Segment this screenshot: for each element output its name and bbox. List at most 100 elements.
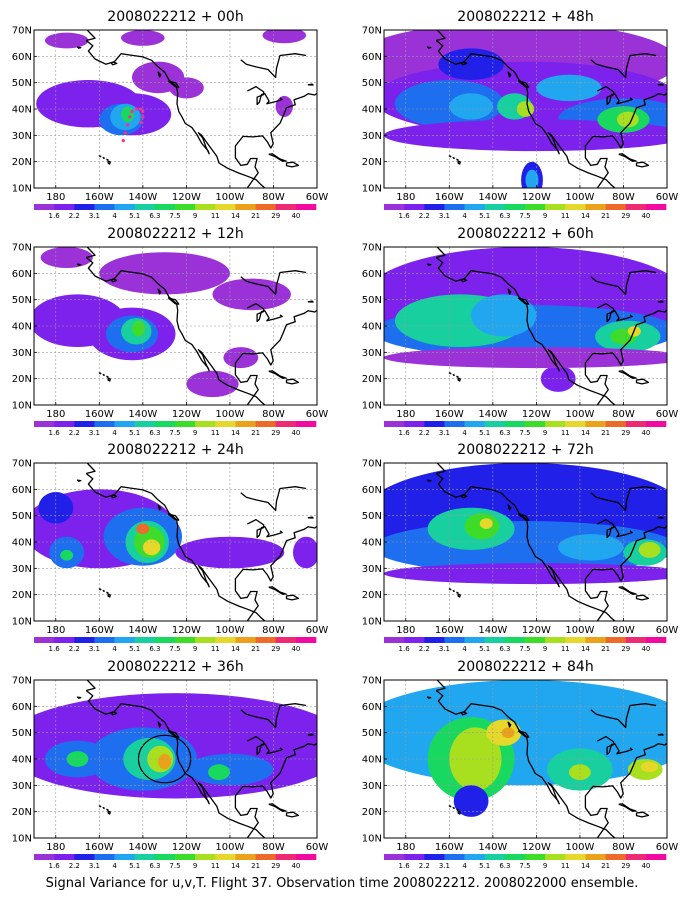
y-tick-label: 60N xyxy=(362,485,382,496)
island xyxy=(285,161,300,168)
colorbar-label: 29 xyxy=(621,862,630,870)
colorbar-swatch xyxy=(94,421,115,427)
island xyxy=(426,46,432,49)
colorbar-label: 4 xyxy=(112,862,117,870)
island xyxy=(457,377,461,382)
colorbar-label: 5.1 xyxy=(479,212,490,220)
colorbar-label: 29 xyxy=(621,645,630,653)
island xyxy=(507,504,512,511)
colorbar-label: 1.6 xyxy=(399,212,411,220)
island xyxy=(318,296,333,307)
colorbar: 1.6 2.2 3.1 4 5.1 6.3 7.5 9 11 14 21 29 40 xyxy=(34,854,317,870)
colorbar-swatch xyxy=(384,204,405,210)
island xyxy=(657,83,664,86)
island xyxy=(668,512,683,523)
coastline-west xyxy=(85,39,266,188)
x-tick-label: 120W xyxy=(522,409,551,420)
flight-track-point xyxy=(139,120,143,124)
colorbar-label: 40 xyxy=(641,212,650,220)
x-tick-label: 100W xyxy=(565,842,594,853)
y-tick-label: 30N xyxy=(12,564,32,575)
x-tick-label: 180 xyxy=(46,842,65,853)
colorbar-swatch xyxy=(235,637,256,643)
colorbar-swatch xyxy=(94,637,115,643)
panel-title: 2008022212 + 00h xyxy=(107,9,243,25)
colorbar-label: 5.1 xyxy=(479,645,490,653)
coastline-west xyxy=(435,39,616,188)
hudson-bay xyxy=(240,270,307,296)
x-tick-label: 180 xyxy=(396,409,415,420)
island xyxy=(107,377,111,382)
x-tick-label: 60W xyxy=(656,409,679,420)
coastline-east xyxy=(234,525,317,621)
x-tick-label: 120W xyxy=(522,625,551,636)
colorbar-label: 2.2 xyxy=(419,429,430,437)
colorbar-label: 7.5 xyxy=(519,429,530,437)
variance-contour xyxy=(540,365,576,392)
y-tick-label: 70N xyxy=(12,459,32,470)
colorbar-label: 21 xyxy=(251,645,260,653)
island xyxy=(76,696,82,699)
colorbar-swatch xyxy=(295,637,317,643)
x-tick-label: 160W xyxy=(435,625,464,636)
island xyxy=(318,79,333,90)
island xyxy=(285,811,300,818)
island xyxy=(668,79,683,90)
y-tick-label: 40N xyxy=(12,755,32,766)
x-tick-label: 160W xyxy=(435,192,464,203)
x-tick-label: 120W xyxy=(172,192,201,203)
colorbar-swatch xyxy=(424,204,445,210)
x-tick-label: 140W xyxy=(478,409,507,420)
y-tick-label: 40N xyxy=(12,322,32,333)
colorbar-label: 5.1 xyxy=(129,212,140,220)
colorbar: 1.6 2.2 3.1 4 5.1 6.3 7.5 9 11 14 21 29 40 xyxy=(384,421,667,437)
colorbar-swatch xyxy=(585,854,606,860)
island xyxy=(657,300,664,303)
colorbar-swatch xyxy=(134,204,156,210)
island xyxy=(635,594,650,601)
island xyxy=(668,729,683,740)
colorbar-label: 7.5 xyxy=(169,212,180,220)
coastline-west xyxy=(435,256,616,405)
colorbar-label: 4 xyxy=(462,429,467,437)
island xyxy=(106,375,109,378)
x-tick-label: 100W xyxy=(215,842,244,853)
colorbar-swatch xyxy=(585,421,606,427)
colorbar-label: 11 xyxy=(211,862,220,870)
colorbar-label: 14 xyxy=(231,862,240,870)
colorbar-label: 14 xyxy=(231,212,240,220)
colorbar-swatch xyxy=(54,421,75,427)
map-panel: 2008022212 + 72h 10N 20N 30N 40N 50N 60N 70N 180… xyxy=(362,442,683,653)
colorbar-swatch xyxy=(74,421,95,427)
colorbar-swatch xyxy=(504,637,526,643)
y-tick-label: 70N xyxy=(12,243,32,254)
colorbar-swatch xyxy=(275,854,297,860)
colorbar-label: 21 xyxy=(601,212,610,220)
colorbar-swatch xyxy=(175,421,196,427)
colorbar-swatch xyxy=(235,204,256,210)
y-tick-label: 50N xyxy=(362,78,382,89)
great-lakes xyxy=(247,85,283,106)
x-tick-label: 80W xyxy=(262,625,285,636)
coastline-east xyxy=(234,309,317,405)
hudson-bay xyxy=(240,486,307,512)
colorbar-label: 7.5 xyxy=(169,429,180,437)
colorbar-swatch xyxy=(215,421,236,427)
y-tick-label: 60N xyxy=(12,702,32,713)
y-tick-label: 10N xyxy=(362,834,382,845)
island xyxy=(98,155,102,158)
colorbar-label: 4 xyxy=(112,645,117,653)
panel-title: 2008022212 + 84h xyxy=(457,659,593,675)
panel-title: 2008022212 + 12h xyxy=(107,226,243,242)
island xyxy=(107,810,111,815)
colorbar-label: 3.1 xyxy=(439,645,450,653)
variance-contour xyxy=(158,753,172,770)
colorbar-swatch xyxy=(565,421,586,427)
island xyxy=(285,378,300,385)
island xyxy=(456,808,459,811)
colorbar-swatch xyxy=(444,854,465,860)
island xyxy=(618,586,637,595)
coastline-east xyxy=(584,309,667,405)
colorbar-label: 21 xyxy=(251,862,260,870)
y-tick-label: 20N xyxy=(362,590,382,601)
